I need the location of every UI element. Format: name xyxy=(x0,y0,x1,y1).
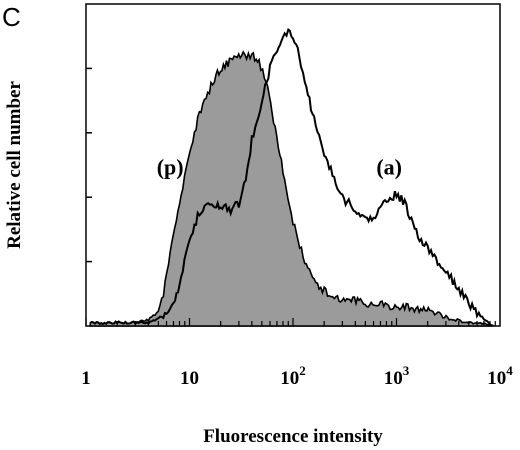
x-tick-label-4: 104 xyxy=(487,363,513,389)
panel-label: C xyxy=(2,2,21,32)
x-axis-tick-labels: 1 10 102 103 104 xyxy=(81,363,513,389)
x-axis-label: Fluorescence intensity xyxy=(203,426,383,447)
x-axis-ticks xyxy=(85,318,496,326)
plot-area xyxy=(85,3,501,327)
annotation-p: (p) xyxy=(157,155,184,180)
series-line xyxy=(89,27,493,327)
x-tick-label-1: 10 xyxy=(180,368,199,389)
x-tick-label-2: 102 xyxy=(280,363,306,389)
y-axis-ticks xyxy=(86,67,92,263)
annotation-a: (a) xyxy=(376,155,402,180)
x-tick-label-0: 1 xyxy=(81,368,91,389)
x-tick-label-3: 103 xyxy=(384,363,410,389)
series-filled xyxy=(89,50,494,327)
y-axis-label: Relative cell number xyxy=(4,81,25,249)
